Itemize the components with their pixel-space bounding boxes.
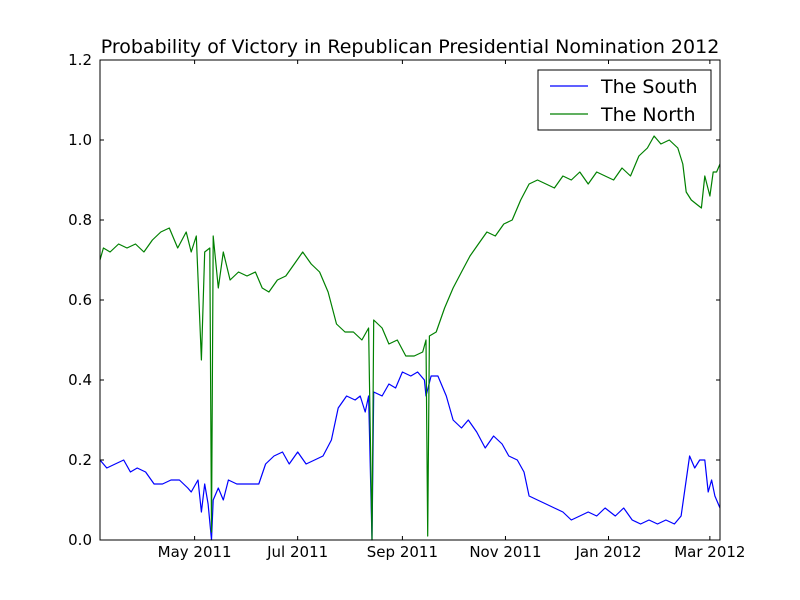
x-tick-label: Sep 2011	[367, 543, 438, 561]
legend: The South The North	[537, 69, 712, 131]
y-tick-label: 1.0	[68, 131, 92, 149]
x-tick-label: Jul 2011	[266, 543, 328, 561]
y-tick-label: 1.2	[68, 51, 92, 69]
series-line-1	[99, 371, 721, 541]
y-tick-label: 0.4	[68, 371, 92, 389]
legend-label: The South	[600, 76, 698, 98]
legend-label: The North	[600, 104, 696, 126]
x-tick-label: Mar 2012	[674, 543, 745, 561]
series-layer	[99, 135, 721, 541]
series-line-2	[99, 135, 721, 541]
legend-box	[537, 69, 712, 131]
y-tick-label: 0.6	[68, 291, 92, 309]
y-tick-label: 0.8	[68, 211, 92, 229]
chart-title: Probability of Victory in Republican Pre…	[101, 36, 720, 58]
ticks-layer: 0.0 0.2 0.4 0.6 0.8 1.0 1.2 May 2011 Jul 2011 Sep…	[68, 51, 745, 561]
x-tick-label: Nov 2011	[469, 543, 541, 561]
x-tick-label: May 2011	[158, 543, 232, 561]
x-tick-label: Jan 2012	[574, 543, 641, 561]
y-tick-label: 0.2	[68, 451, 92, 469]
y-tick-label: 0.0	[68, 531, 92, 549]
